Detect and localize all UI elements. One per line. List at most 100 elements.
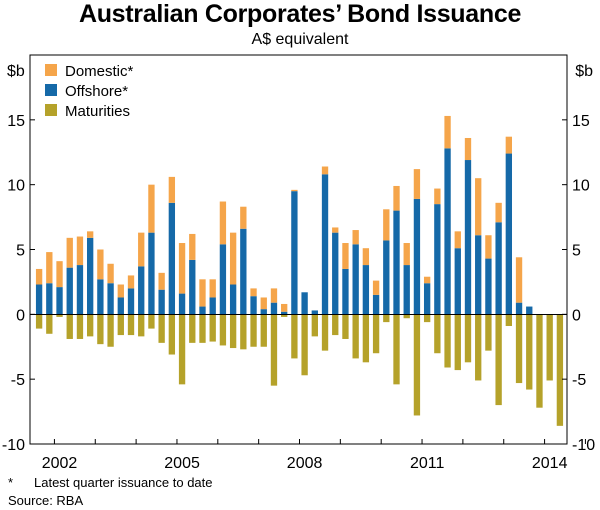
- bar-domestic: [321, 166, 329, 175]
- bar-maturities: [138, 314, 145, 337]
- bar-domestic: [107, 263, 114, 284]
- bar-maturities: [168, 314, 176, 355]
- bar-domestic: [281, 303, 288, 312]
- y-tick-label-right: -5: [572, 372, 586, 389]
- bar-maturities: [332, 314, 339, 336]
- bar-maturities: [178, 314, 186, 385]
- bar-maturities: [444, 314, 451, 368]
- bar-domestic: [250, 288, 257, 297]
- bar-maturities: [546, 314, 553, 381]
- bar-offshore: [240, 228, 247, 315]
- footnote: * Latest quarter issuance to date: [8, 475, 213, 490]
- bar-domestic: [362, 248, 370, 266]
- bar-offshore: [372, 294, 380, 315]
- bar-maturities: [281, 314, 288, 317]
- bar-offshore: [199, 306, 206, 315]
- bar-domestic: [229, 232, 237, 285]
- bar-domestic: [56, 261, 63, 288]
- bar-maturities: [301, 314, 308, 376]
- bar-domestic: [270, 288, 278, 303]
- bar-maturities: [413, 314, 421, 416]
- bar-maturities: [372, 314, 380, 354]
- bar-domestic: [413, 169, 421, 199]
- bar-maturities: [270, 314, 278, 386]
- legend-swatch-offshore: [45, 84, 57, 96]
- bar-maturities: [342, 314, 349, 339]
- bar-domestic: [464, 137, 472, 161]
- bar-maturities: [403, 314, 410, 319]
- x-tick-label: 2005: [164, 455, 200, 472]
- bar-offshore: [403, 265, 410, 315]
- bar-offshore: [138, 266, 145, 315]
- y-tick-label-right: 0: [572, 307, 581, 324]
- bar-offshore: [423, 283, 431, 315]
- bar-offshore: [485, 258, 492, 315]
- bar-offshore: [454, 248, 461, 315]
- bar-offshore: [127, 288, 135, 315]
- bar-maturities: [219, 314, 227, 346]
- bar-domestic: [66, 237, 73, 268]
- bar-maturities: [66, 314, 73, 339]
- bar-maturities: [56, 314, 63, 317]
- bar-domestic: [199, 279, 206, 307]
- bar-offshore: [178, 293, 186, 315]
- bar-domestic: [342, 243, 349, 269]
- bar-maturities: [158, 314, 165, 343]
- bar-domestic: [352, 230, 359, 245]
- bar-maturities: [76, 314, 84, 339]
- legend-label-domestic: Domestic*: [65, 63, 134, 80]
- bar-maturities: [475, 314, 482, 381]
- bar-maturities: [434, 314, 441, 354]
- bar-maturities: [199, 314, 206, 343]
- y-tick-label-left: -5: [11, 372, 25, 389]
- bar-domestic: [454, 231, 461, 249]
- bar-offshore: [332, 232, 339, 315]
- x-tick-label: 2002: [42, 455, 78, 472]
- bar-offshore: [515, 302, 523, 315]
- bar-domestic: [485, 235, 492, 259]
- bar-domestic: [168, 176, 176, 203]
- bar-domestic: [76, 236, 84, 266]
- bar-maturities: [35, 314, 43, 329]
- bar-maturities: [454, 314, 461, 371]
- bar-offshore: [219, 244, 227, 315]
- bar-maturities: [209, 314, 216, 342]
- y-tick-label-left: 10: [7, 178, 25, 195]
- y-tick-label-left: -10: [2, 437, 25, 454]
- bar-maturities: [495, 314, 502, 406]
- bar-maturities: [321, 314, 329, 351]
- bar-maturities: [117, 314, 124, 336]
- y-tick-label-right: 5: [572, 243, 581, 260]
- bar-domestic: [117, 284, 124, 298]
- bar-domestic: [515, 257, 523, 303]
- bar-maturities: [352, 314, 359, 359]
- bar-maturities: [536, 314, 543, 408]
- bar-domestic: [434, 188, 441, 205]
- bar-maturities: [423, 314, 431, 323]
- bar-domestic: [475, 178, 482, 236]
- chart-subtitle: A$ equivalent: [251, 31, 349, 48]
- bar-domestic: [403, 243, 410, 266]
- bar-offshore: [250, 296, 257, 315]
- bar-domestic: [240, 206, 247, 229]
- bar-offshore: [76, 265, 84, 315]
- bar-maturities: [556, 314, 564, 426]
- bar-domestic: [158, 272, 165, 290]
- footnote-text: Latest quarter issuance to date: [34, 475, 213, 490]
- bar-maturities: [148, 314, 155, 329]
- bar-offshore: [148, 232, 155, 315]
- legend-swatch-domestic: [45, 64, 57, 76]
- bar-maturities: [515, 314, 523, 384]
- legend-swatch-maturities: [45, 104, 57, 116]
- y-tick-label-left: 0: [16, 307, 25, 324]
- bar-offshore: [270, 302, 278, 315]
- legend-label-maturities: Maturities: [65, 103, 130, 120]
- bar-offshore: [413, 198, 421, 315]
- bar-domestic: [393, 185, 400, 211]
- bar-domestic: [148, 184, 155, 233]
- bar-offshore: [46, 283, 53, 315]
- y-tick-label-right: -10: [572, 437, 595, 454]
- bar-domestic: [444, 115, 451, 149]
- bar-offshore: [209, 297, 216, 315]
- y-tick-label-left: 15: [7, 113, 25, 130]
